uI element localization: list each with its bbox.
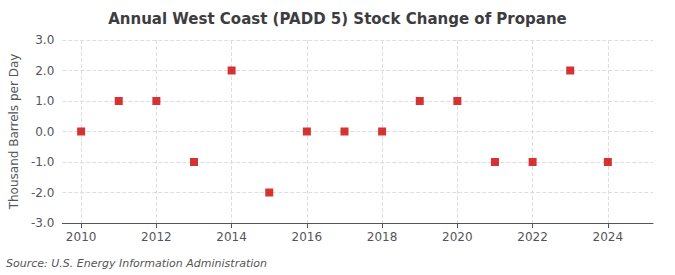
svg-text:2.0: 2.0	[35, 64, 54, 78]
svg-text:2024: 2024	[593, 230, 624, 244]
svg-text:2012: 2012	[141, 230, 172, 244]
svg-text:0.0: 0.0	[35, 125, 54, 139]
svg-text:2022: 2022	[517, 230, 548, 244]
svg-text:-2.0: -2.0	[31, 186, 54, 200]
svg-text:3.0: 3.0	[35, 33, 54, 47]
svg-text:2016: 2016	[292, 230, 323, 244]
svg-text:2020: 2020	[442, 230, 473, 244]
svg-text:-3.0: -3.0	[31, 216, 54, 230]
svg-text:-1.0: -1.0	[31, 155, 54, 169]
svg-text:2010: 2010	[66, 230, 97, 244]
svg-text:Source: U.S. Energy Informatio: Source: U.S. Energy Information Administ…	[6, 257, 267, 270]
svg-text:Annual West Coast (PADD 5) Sto: Annual West Coast (PADD 5) Stock Change …	[108, 10, 567, 28]
svg-text:2018: 2018	[367, 230, 398, 244]
svg-text:Thousand Barrels per Day: Thousand Barrels per Day	[7, 54, 21, 211]
svg-text:1.0: 1.0	[35, 94, 54, 108]
svg-text:2014: 2014	[216, 230, 247, 244]
